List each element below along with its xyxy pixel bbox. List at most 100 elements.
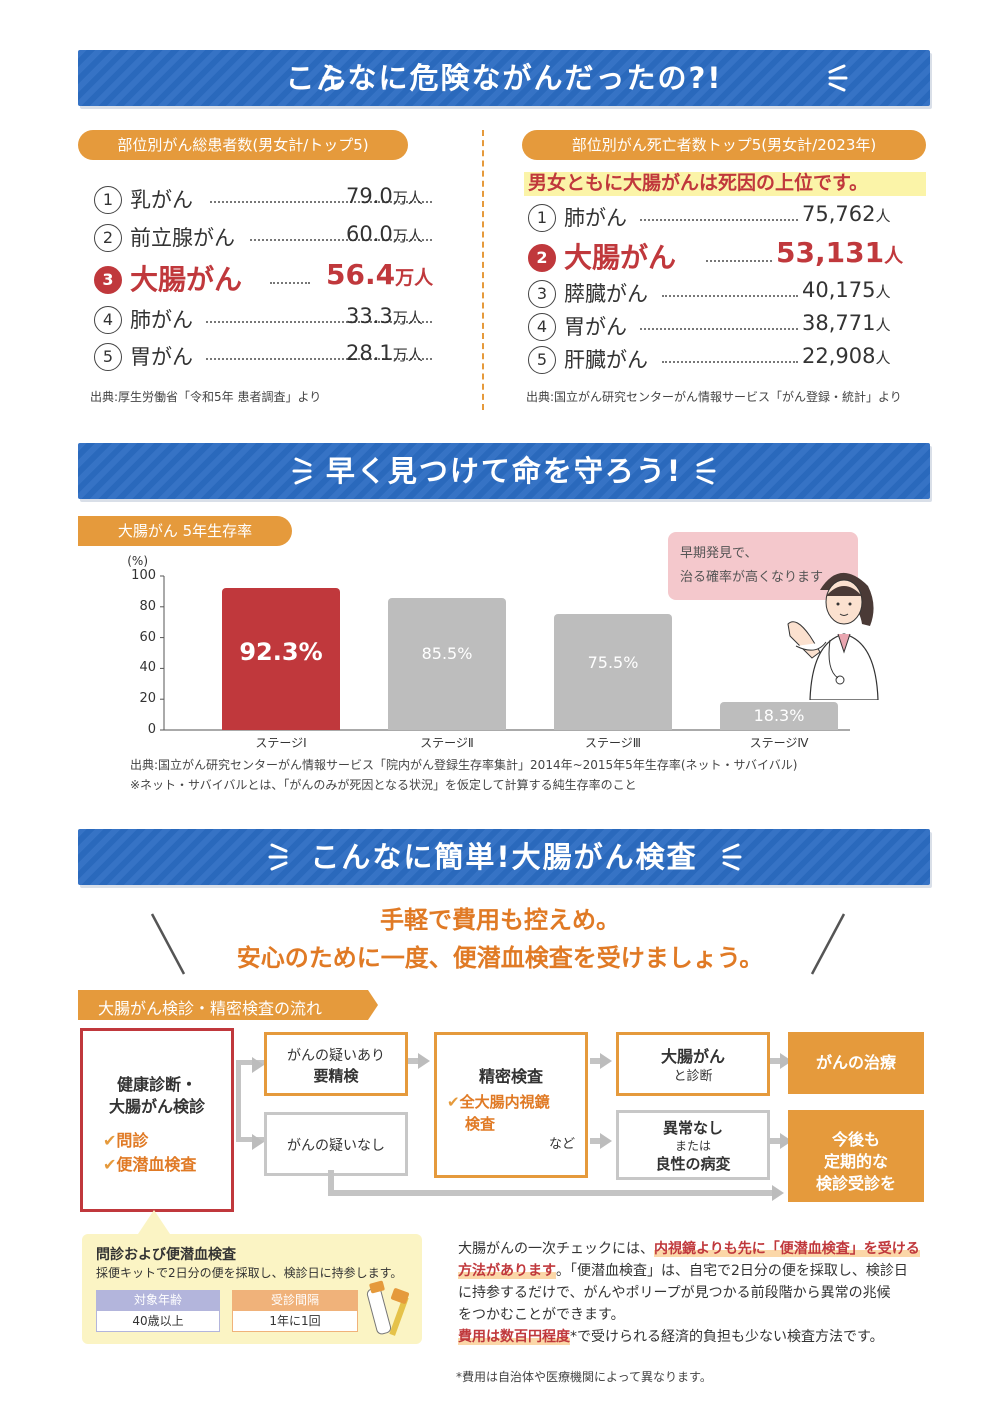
source-note: 出典:厚生労働省「令和5年 患者調査」より [90, 390, 322, 404]
start-item-1: ✔問診 [103, 1131, 149, 1150]
source-note: 出典:国立がん研究センターがん情報サービス「がん登録・統計」より [526, 390, 902, 404]
arrow-icon [418, 1053, 430, 1069]
rank-number: 4 [94, 306, 122, 334]
unit: 万人 [392, 189, 423, 207]
sparkle-right-icon [828, 64, 848, 92]
sparkle-left-icon [322, 64, 342, 92]
bar-value-label: 85.5% [421, 643, 473, 663]
x-category-label: ステージⅢ [584, 736, 642, 750]
patients-pill: 部位別がん総患者数(男女計/トップ5) [78, 130, 408, 160]
outcome-treatment: がんの治療 [788, 1032, 924, 1094]
cancer-name: 胃がん [130, 345, 193, 369]
y-tick-label: 100 [131, 568, 156, 583]
body-line-2b: 。「便潜血検査」は、自宅で2日分の便を採取し、検診日 [556, 1263, 908, 1279]
unit: 人 [875, 207, 891, 225]
body-line-1b: 内視鏡よりも先に「便潜血検査」を受ける [654, 1241, 920, 1257]
outcome-regular: 今後も 定期的な 検診受診を [788, 1110, 924, 1202]
slash-right-deco [810, 913, 846, 975]
death-value: 22,908 [802, 344, 876, 368]
section-banner-danger: こんなに危険ながんだったの?! [78, 50, 930, 106]
flow-pill-label: 大腸がん検診・精密検査の流れ [98, 999, 323, 1018]
patient-value: 60.0 [346, 222, 393, 246]
bar-stage-3 [554, 613, 672, 730]
rank-row: 5 胃がん 28.1万人 [94, 341, 434, 375]
arrow-icon [772, 1185, 784, 1201]
rank-row: 1 乳がん 79.0万人 [94, 184, 434, 218]
bar-value-label: 18.3% [753, 705, 805, 725]
rank-row-highlight: 2 大腸がん 53,131人 [528, 236, 908, 278]
death-value: 75,762 [802, 202, 876, 226]
start-title-2: 大腸がん検診 [108, 1097, 205, 1116]
age-label: 対象年齢 [96, 1290, 220, 1310]
result-negative-3: 良性の病変 [655, 1155, 731, 1173]
headline-2: 安心のために一度、便潜血検査を受けましょう。 [236, 944, 764, 972]
sparkle-right-icon [696, 457, 716, 485]
death-value: 53,131 [776, 236, 885, 269]
cancer-name: 前立腺がん [130, 226, 235, 250]
dot-leader [640, 328, 798, 330]
x-category-label: ステージⅡ [420, 736, 474, 750]
unit: 人 [884, 245, 904, 267]
highlight-band [524, 172, 926, 196]
body-line-1a: 大腸がんの一次チェックには、 [458, 1241, 654, 1257]
unit: 万人 [392, 309, 423, 327]
bypass-connector [328, 1170, 334, 1196]
section-banner-easy: こんなに簡単!大腸がん検査 [78, 829, 930, 885]
result-negative-2: または [674, 1139, 711, 1153]
flow-pill: 大腸がん検診・精密検査の流れ [78, 990, 378, 1020]
bar-value-label: 75.5% [587, 652, 639, 672]
unit: 人 [875, 283, 891, 301]
patient-value: 33.3 [346, 304, 393, 328]
rank-row: 5 肝臓がん 22,908人 [528, 344, 908, 378]
body-line-5a: 費用は数百円程度 [458, 1329, 570, 1345]
patient-value: 79.0 [346, 184, 393, 208]
rank-row: 4 肺がん 33.3万人 [94, 304, 434, 338]
bubble-line: 早期発見で、 [680, 546, 758, 561]
dot-leader [206, 358, 432, 360]
branch-connector [236, 1060, 267, 1142]
bar-value-label: 92.3% [239, 637, 323, 666]
dot-leader [640, 219, 798, 221]
headline-1: 手軽で費用も控えめ。 [380, 906, 620, 934]
y-tick-label: 0 [147, 722, 156, 737]
sparkle-left-icon [292, 457, 312, 485]
arrow-shaft [408, 1058, 420, 1064]
detail-title: 精密検査 [478, 1067, 543, 1086]
detail-box: 精密検査 ✔全大腸内視鏡 検査 など [434, 1032, 588, 1178]
interval-value: 1年に1回 [232, 1310, 358, 1332]
highlight-text: 男女ともに大腸がんは死因の上位です。 [528, 172, 869, 194]
y-tick-label: 40 [139, 660, 156, 676]
section-banner-early: 早く見つけて命を守ろう! [78, 443, 930, 499]
dot-leader [706, 260, 772, 262]
rank-row: 2 前立腺がん 60.0万人 [94, 222, 434, 256]
rank-number: 3 [528, 280, 556, 308]
death-value: 40,175 [802, 278, 876, 302]
rank-number: 3 [94, 266, 122, 294]
callout-pointer [138, 1210, 170, 1234]
bar-stage-2 [388, 598, 506, 730]
bypass-shaft [328, 1190, 774, 1196]
start-box: 健康診断・ 大腸がん検診 ✔問診 ✔便潜血検査 [80, 1028, 234, 1212]
sparkle-right-icon [722, 843, 742, 871]
section-title: こんなに危険ながんだったの?! [285, 61, 723, 95]
rank-number: 4 [528, 313, 556, 341]
negative-box: がんの疑いなし [264, 1112, 408, 1176]
check-icon: ✔ [103, 1155, 117, 1174]
detail-item: ✔全大腸内視鏡 [447, 1093, 550, 1111]
result-negative-box: 異常なし または 良性の病変 [616, 1110, 770, 1180]
bar-stage-4 [720, 701, 838, 730]
arrow-shaft [590, 1058, 602, 1064]
chart-source: 出典:国立がん研究センターがん情報サービス「院内がん登録生存率集計」2014年~… [130, 758, 798, 772]
cancer-name: 大腸がん [130, 263, 243, 296]
arrow-shaft [770, 1058, 782, 1064]
cancer-name: 大腸がん [564, 241, 677, 274]
arrow-shaft [770, 1138, 782, 1144]
dot-leader [206, 321, 432, 323]
y-tick-label: 60 [139, 629, 156, 645]
positive-box: がんの疑いあり 要精検 [264, 1032, 408, 1096]
rank-row: 4 胃がん 38,771人 [528, 311, 908, 345]
cancer-name: 膵臓がん [564, 282, 648, 306]
section-title: こんなに簡単!大腸がん検査 [310, 840, 698, 874]
start-item-2: ✔便潜血検査 [103, 1155, 197, 1174]
rank-number: 1 [94, 186, 122, 214]
